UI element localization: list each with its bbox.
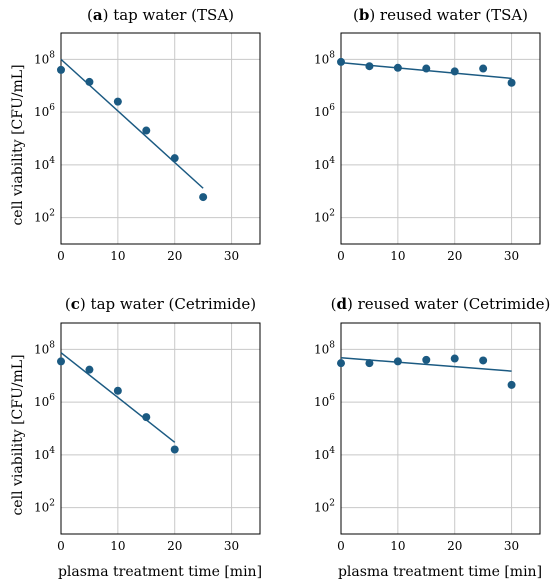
data-point xyxy=(507,78,516,87)
x-axis-label-right: plasma treatment time [min] xyxy=(338,564,542,580)
x-tick-label: 20 xyxy=(447,539,462,553)
x-tick-label: 0 xyxy=(57,249,65,263)
panel-title: (c) tap water (Cetrimide) xyxy=(65,295,256,313)
data-point xyxy=(85,365,94,374)
fit-line xyxy=(60,352,176,443)
x-tick-label: 0 xyxy=(337,539,345,553)
x-tick-label: 10 xyxy=(110,249,125,263)
y-tick-label: 102 xyxy=(34,499,55,515)
y-tick-label: 106 xyxy=(314,393,335,409)
y-axis-label-top: cell viability [CFU/mL] xyxy=(10,64,26,225)
y-tick-label: 108 xyxy=(34,50,55,66)
x-tick-label: 30 xyxy=(504,539,519,553)
x-tick-label: 20 xyxy=(447,249,462,263)
data-point xyxy=(85,77,94,86)
data-point xyxy=(170,445,179,454)
y-tick-label: 104 xyxy=(314,446,335,462)
y-tick-label: 104 xyxy=(34,156,55,172)
data-point xyxy=(450,354,459,363)
data-point xyxy=(113,97,122,106)
plot-frame xyxy=(60,32,261,245)
fit-line xyxy=(60,58,204,189)
data-point xyxy=(507,380,516,389)
x-tick-label: 20 xyxy=(167,249,182,263)
y-tick-label: 108 xyxy=(34,340,55,356)
panel-a: 0 10 20 30 102 104 106 108 (a) tap water (TSA) xyxy=(34,6,261,263)
data-point xyxy=(113,386,122,395)
x-tick-label: 30 xyxy=(224,539,239,553)
panel-title: (a) tap water (TSA) xyxy=(87,6,234,24)
plot-frame xyxy=(340,32,541,245)
data-point xyxy=(365,62,374,71)
y-tick-label: 106 xyxy=(34,103,55,119)
data-point xyxy=(393,357,402,366)
x-tick-label: 30 xyxy=(224,249,239,263)
y-tick-label: 102 xyxy=(34,209,55,225)
data-point xyxy=(337,57,345,66)
panel-c: 0 10 20 30 102 104 106 108 (c) tap water (Cetrim… xyxy=(34,295,261,553)
data-point xyxy=(479,356,488,365)
x-tick-label: 0 xyxy=(337,249,345,263)
panel-d: 0 10 20 30 102 104 106 108 (d) reused water (Cet… xyxy=(314,295,550,553)
plot-frame xyxy=(340,322,541,535)
data-point xyxy=(422,64,431,73)
x-tick-label: 10 xyxy=(390,539,405,553)
data-point xyxy=(170,154,179,163)
data-point xyxy=(199,193,208,202)
y-tick-label: 106 xyxy=(314,103,335,119)
data-point xyxy=(422,355,431,364)
data-point xyxy=(450,67,459,76)
data-point xyxy=(479,64,488,73)
x-tick-label: 10 xyxy=(110,539,125,553)
y-tick-label: 102 xyxy=(314,209,335,225)
y-tick-label: 104 xyxy=(34,446,55,462)
y-tick-label: 108 xyxy=(314,340,335,356)
panel-title: (d) reused water (Cetrimide) xyxy=(331,295,550,313)
y-tick-label: 104 xyxy=(314,156,335,172)
panel-title: (b) reused water (TSA) xyxy=(353,6,528,24)
x-tick-label: 30 xyxy=(504,249,519,263)
y-tick-label: 106 xyxy=(34,393,55,409)
panel-b: 0 10 20 30 102 104 106 108 (b) reused water (TSA… xyxy=(314,6,541,263)
data-point xyxy=(57,65,65,74)
data-point xyxy=(393,63,402,72)
x-tick-label: 0 xyxy=(57,539,65,553)
y-tick-label: 108 xyxy=(314,50,335,66)
data-point xyxy=(365,359,374,368)
y-axis-label-bottom: cell viability [CFU/mL] xyxy=(10,354,26,515)
data-point xyxy=(57,357,65,366)
y-tick-label: 102 xyxy=(314,499,335,515)
data-point xyxy=(337,359,345,368)
x-axis-label-left: plasma treatment time [min] xyxy=(58,564,262,580)
x-tick-label: 10 xyxy=(390,249,405,263)
data-point xyxy=(142,126,151,135)
plot-frame xyxy=(60,322,261,535)
data-point xyxy=(142,413,151,422)
x-tick-label: 20 xyxy=(167,539,182,553)
